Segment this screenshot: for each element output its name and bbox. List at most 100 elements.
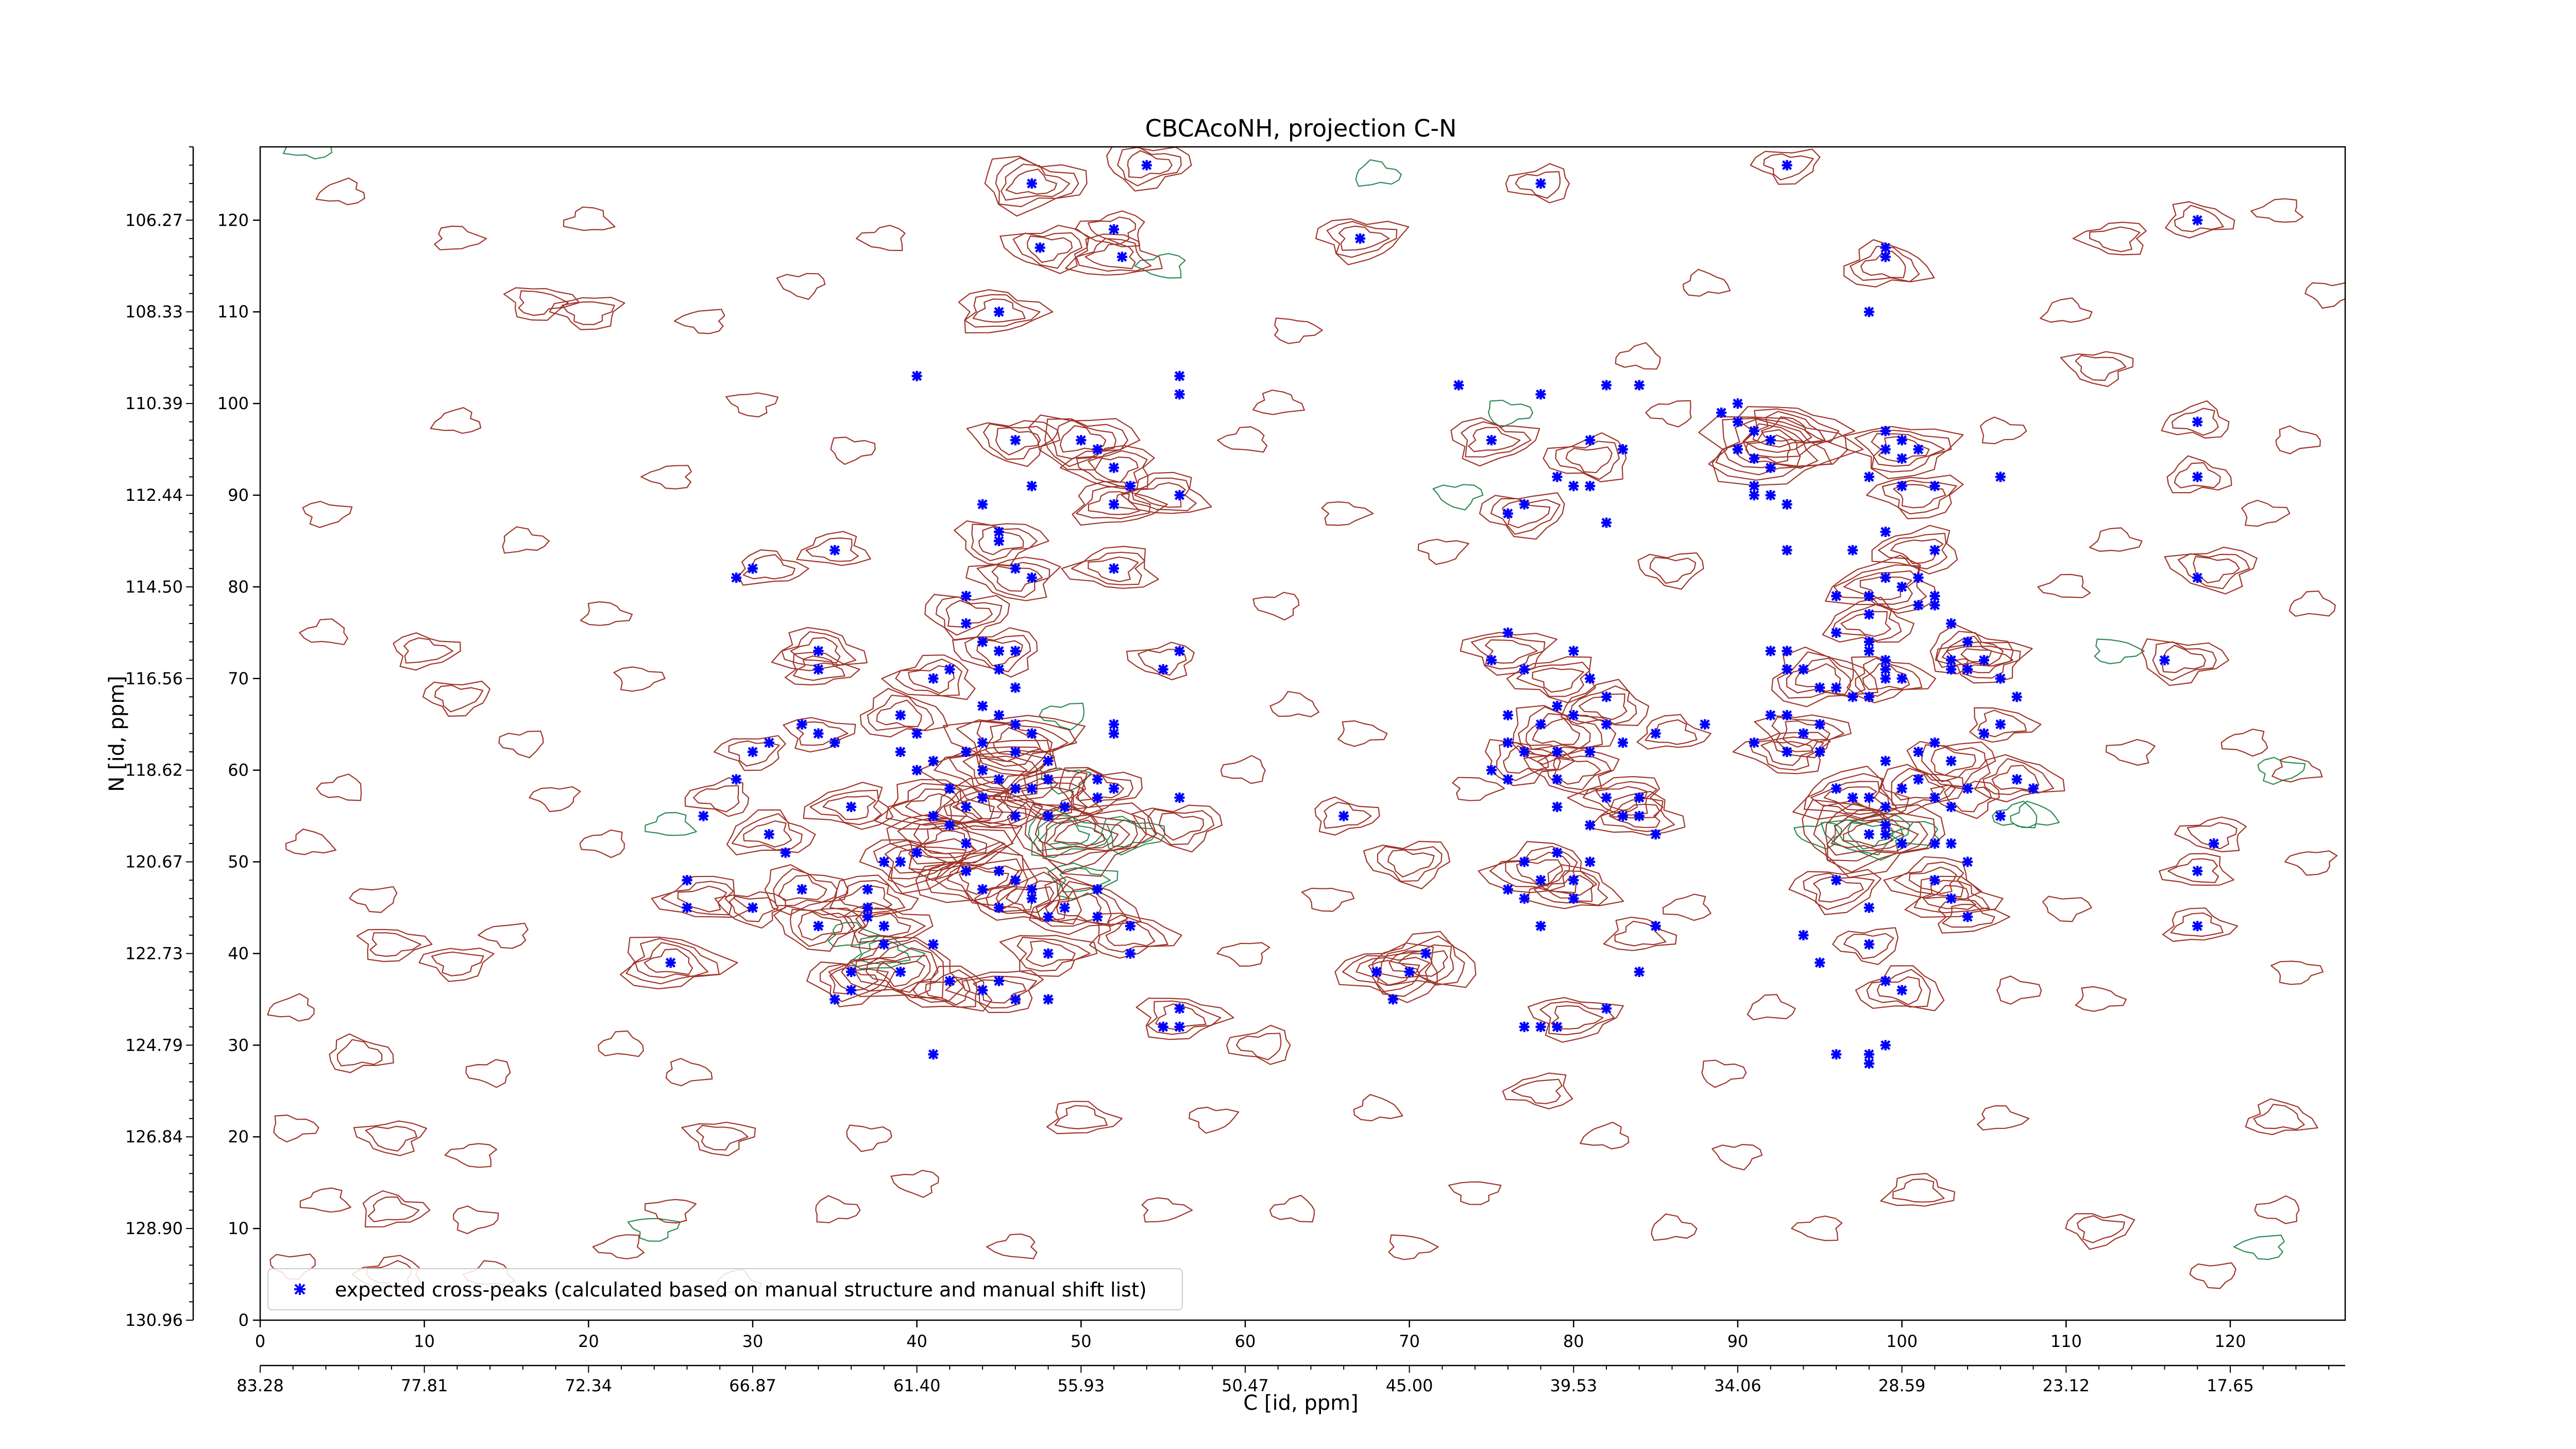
x-tick-label: 110 — [2050, 1332, 2082, 1351]
cross-peak-point — [846, 985, 856, 996]
cross-peak-point — [748, 902, 758, 913]
cross-peak-point — [895, 967, 906, 977]
cross-peak-point — [1929, 875, 1940, 885]
cross-peak-point — [1010, 811, 1021, 821]
cross-peak-point — [1536, 178, 1546, 189]
cross-peak-point — [879, 857, 889, 867]
cross-peak-point — [1880, 829, 1891, 839]
cross-peak-point — [2012, 692, 2022, 702]
cross-peak-point — [1929, 591, 1940, 601]
cross-peak-point — [895, 857, 906, 867]
x-tick-label: 10 — [414, 1332, 435, 1351]
cross-peak-point — [1880, 444, 1891, 454]
cross-peak-point — [1355, 233, 1365, 244]
cross-peak-point — [1453, 380, 1464, 391]
secondary-y-tick-label: 124.79 — [125, 1035, 183, 1055]
cross-peak-point — [1946, 894, 1956, 904]
x-tick-label: 90 — [1727, 1332, 1749, 1351]
cross-peak-point — [846, 802, 856, 812]
secondary-y-tick-label: 126.84 — [125, 1127, 183, 1147]
cross-peak-point — [1076, 435, 1086, 445]
secondary-y-tick-label: 130.96 — [125, 1310, 183, 1330]
cross-peak-point — [1946, 802, 1956, 812]
cross-peak-point — [829, 737, 840, 748]
cross-peak-point — [1913, 600, 1923, 610]
cross-peak-point — [994, 646, 1004, 656]
cross-peak-point — [1503, 884, 1513, 895]
cross-peak-point — [1880, 664, 1891, 675]
cross-peak-point — [748, 563, 758, 574]
cross-peak-point — [1043, 756, 1054, 766]
cross-peak-point — [1158, 664, 1168, 675]
legend: expected cross-peaks (calculated based o… — [268, 1269, 1182, 1310]
cross-peak-point — [1109, 719, 1119, 730]
cross-peak-point — [912, 729, 922, 739]
cross-peak-point — [944, 664, 955, 675]
cross-peak-point — [1043, 948, 1054, 958]
cross-peak-point — [1536, 719, 1546, 730]
cross-peak-point — [1782, 646, 1792, 656]
cross-peak-point — [994, 866, 1004, 876]
secondary-x-tick-label: 55.93 — [1058, 1376, 1105, 1395]
cross-peak-point — [813, 729, 823, 739]
cross-peak-point — [1848, 692, 1858, 702]
cross-peak-point — [1864, 1058, 1874, 1069]
cross-peak-point — [2209, 838, 2219, 849]
cross-peak-point — [1962, 664, 1973, 675]
cross-peak-point — [2192, 215, 2202, 225]
y-tick-label: 80 — [228, 577, 249, 597]
cross-peak-point — [1782, 747, 1792, 757]
cross-peak-point — [1585, 673, 1595, 684]
cross-peak-point — [1109, 224, 1119, 234]
cross-peak-point — [1831, 591, 1841, 601]
cross-peak-point — [1864, 609, 1874, 619]
cross-peak-point — [1601, 692, 1612, 702]
cross-peak-point — [1404, 967, 1415, 977]
cross-peak-point — [1175, 490, 1185, 500]
cross-peak-point — [994, 774, 1004, 784]
cross-peak-point — [1010, 875, 1021, 885]
x-tick-label: 60 — [1235, 1332, 1256, 1351]
cross-peak-point — [912, 765, 922, 776]
cross-peak-point — [1371, 967, 1382, 977]
cross-peak-point — [1749, 453, 1759, 464]
y-tick-label: 120 — [217, 210, 249, 230]
cross-peak-point — [1782, 545, 1792, 555]
cross-peak-point — [666, 957, 676, 968]
cross-peak-point — [1503, 774, 1513, 784]
cross-peak-point — [1175, 389, 1185, 399]
cross-peak-point — [1536, 1022, 1546, 1032]
cross-peak-point — [1864, 637, 1874, 647]
cross-peak-point — [829, 545, 840, 555]
secondary-x-tick-label: 23.12 — [2042, 1376, 2090, 1395]
cross-peak-point — [1880, 976, 1891, 986]
cross-peak-point — [1766, 710, 1776, 720]
cross-peak-point — [994, 902, 1004, 913]
secondary-y-tick-label: 122.73 — [125, 943, 183, 963]
secondary-y-tick-label: 128.90 — [125, 1219, 183, 1238]
cross-peak-point — [829, 994, 840, 1004]
cross-peak-point — [1995, 471, 2006, 482]
secondary-x-tick-label: 39.53 — [1550, 1376, 1597, 1395]
cross-peak-point — [1929, 545, 1940, 555]
x-tick-label: 120 — [2214, 1332, 2246, 1351]
cross-peak-point — [1536, 875, 1546, 885]
cross-peak-point — [1486, 435, 1497, 445]
cross-peak-point — [1880, 820, 1891, 830]
cross-peak-point — [1552, 774, 1562, 784]
cross-peak-point — [1946, 655, 1956, 665]
x-axis-label: C [id, ppm] — [1243, 1391, 1359, 1415]
cross-peak-point — [1979, 729, 1989, 739]
x-tick-label: 100 — [1886, 1332, 1918, 1351]
cross-peak-point — [977, 765, 988, 776]
cross-peak-point — [1864, 902, 1874, 913]
cross-peak-point — [1848, 793, 1858, 803]
y-tick-label: 20 — [228, 1127, 249, 1147]
cross-peak-point — [1831, 683, 1841, 693]
cross-peak-point — [1519, 857, 1530, 867]
cross-peak-point — [879, 939, 889, 950]
cross-peak-point — [1420, 948, 1431, 958]
cross-peak-point — [1634, 967, 1645, 977]
cross-peak-point — [1651, 829, 1661, 839]
secondary-x-tick-label: 72.34 — [565, 1376, 613, 1395]
